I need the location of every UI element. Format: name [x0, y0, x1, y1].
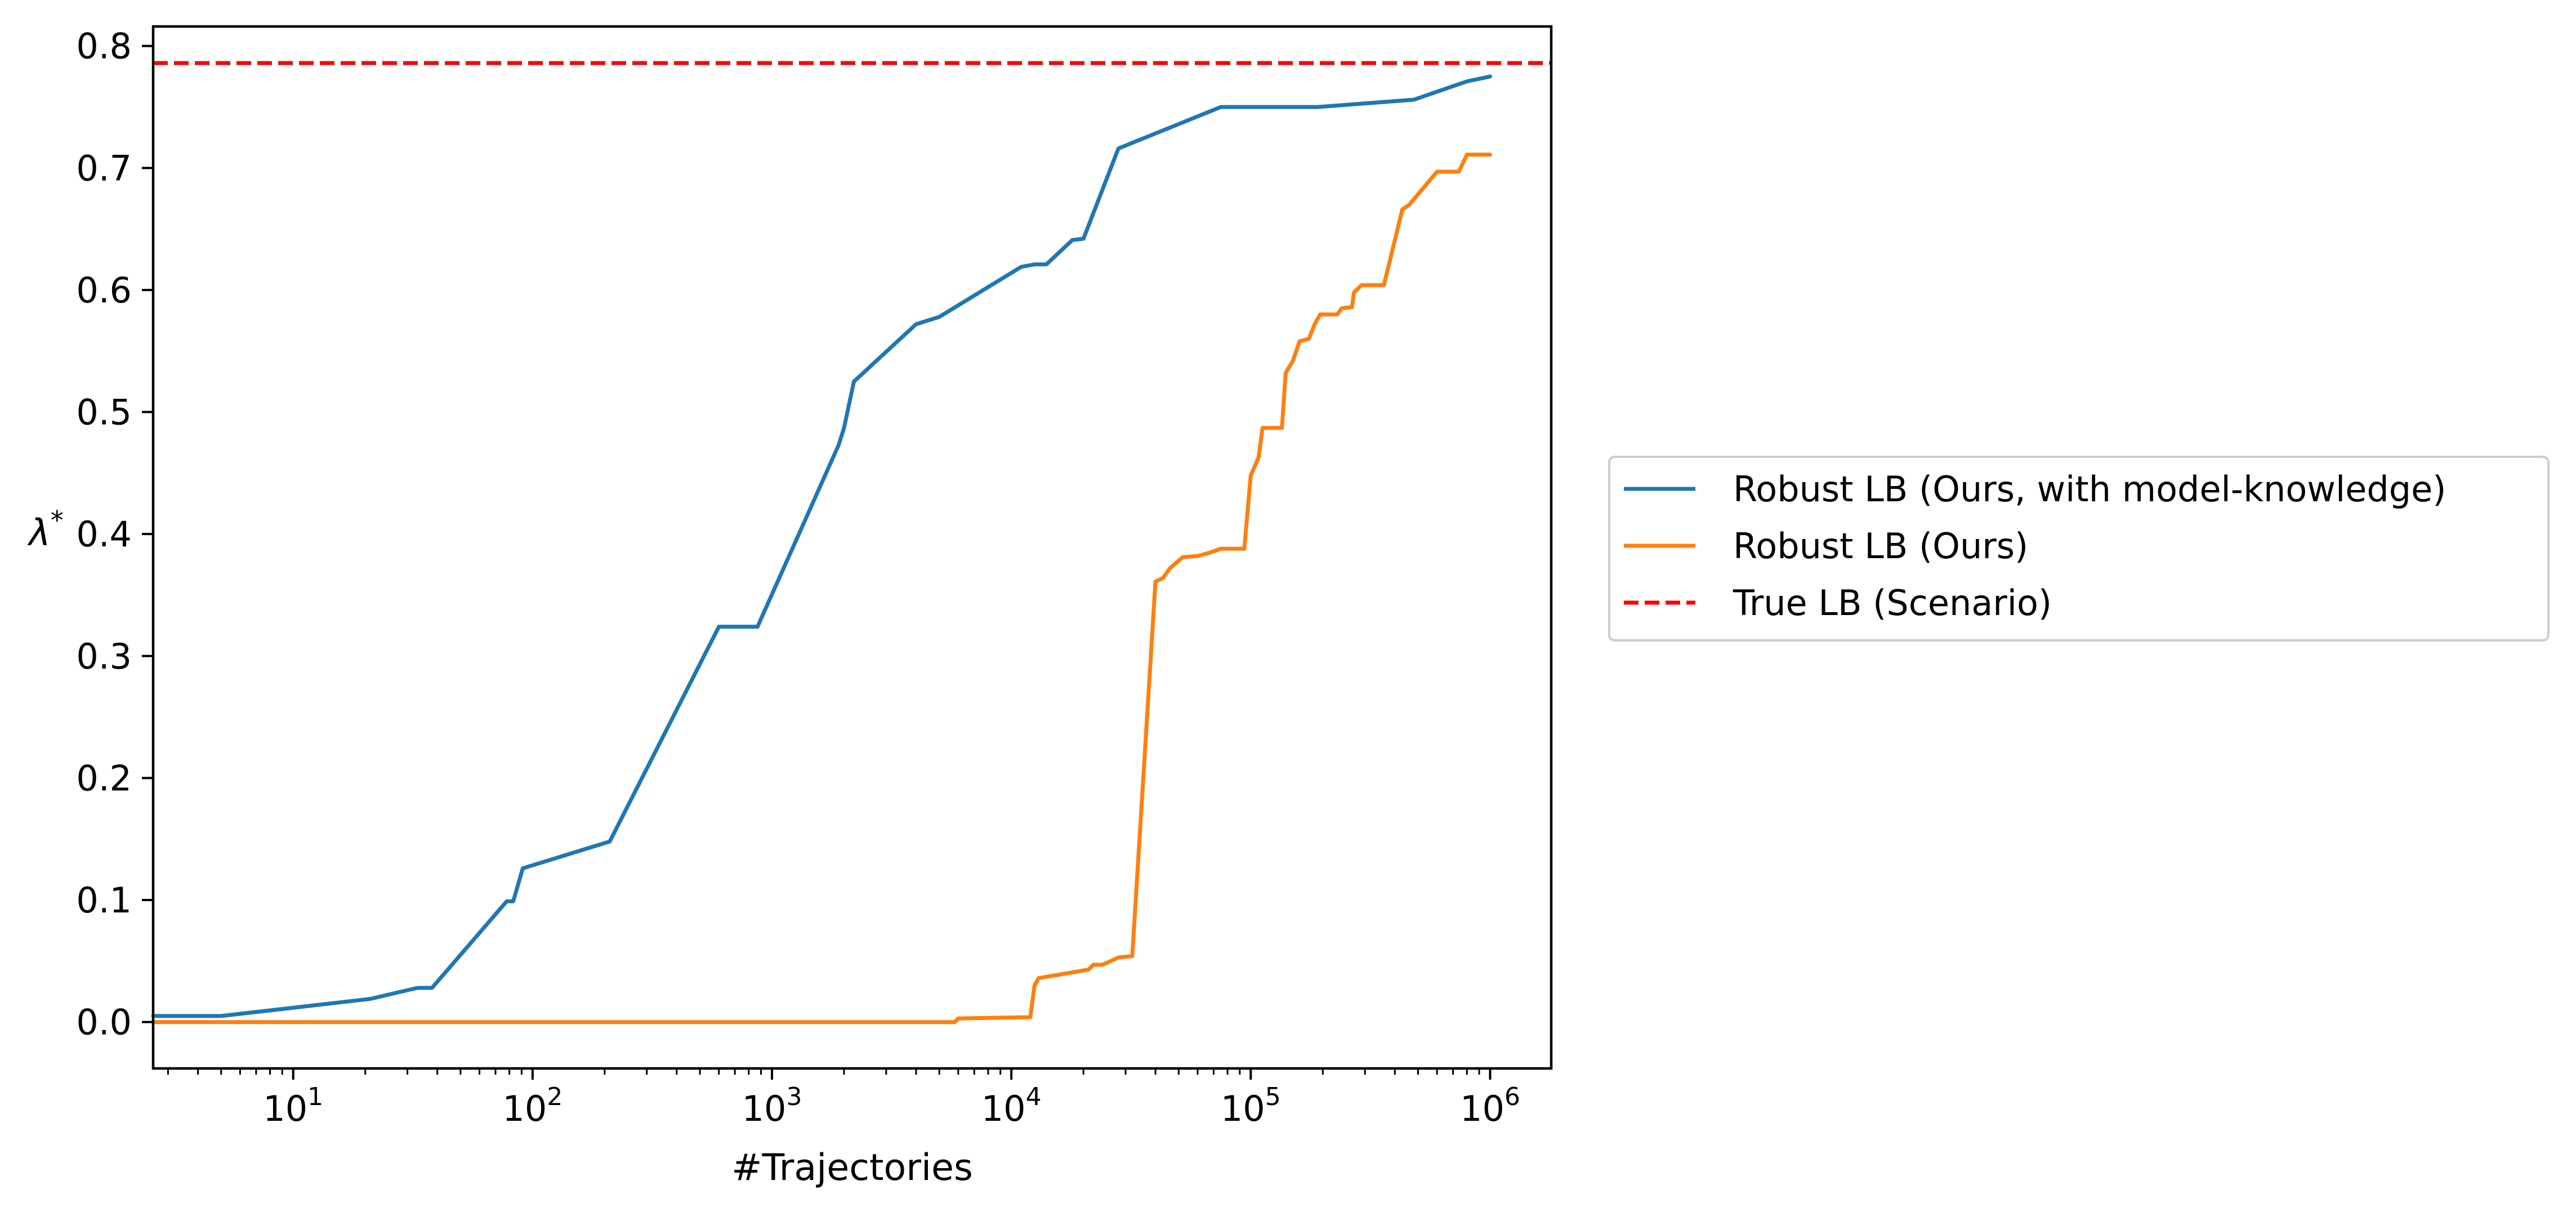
y-tick-label: 0.3	[76, 636, 132, 677]
series-layer	[151, 61, 1551, 1025]
plot-frame	[151, 25, 1553, 1070]
y-axis-label: λ*	[27, 505, 63, 554]
x-tick-label: 103	[742, 1083, 802, 1129]
x-tick-label: 105	[1221, 1083, 1281, 1129]
series-line-1	[151, 74, 1492, 1018]
legend-box	[1608, 456, 2550, 642]
x-tick-label: 102	[502, 1083, 562, 1129]
legend: Robust LB (Ours, with model-knowledge) Ro…	[1608, 456, 2550, 642]
y-axis-label-superscript: *	[51, 505, 64, 536]
y-tick-label: 0.7	[76, 148, 132, 189]
x-tick-label: 101	[263, 1083, 323, 1129]
series-line-2	[151, 153, 1492, 1025]
legend-label-2: Robust LB (Ours)	[1733, 525, 2028, 567]
y-axis-label-symbol: λ	[27, 512, 50, 554]
legend-label-1: Robust LB (Ours, with model-knowledge)	[1733, 469, 2446, 510]
ticks-layer: 0.0 0.1 0.2 0.3 0.4 0.5 0.6 0.7 0.8 101 102 103 104 1…	[76, 26, 1520, 1129]
x-tick-label: 106	[1460, 1083, 1520, 1129]
y-tick-label: 0.6	[76, 270, 132, 311]
y-tick-label: 0.2	[76, 758, 132, 799]
x-axis-label: #Trajectories	[731, 1147, 973, 1189]
y-tick-label: 0.4	[76, 514, 132, 555]
y-tick-label: 0.0	[76, 1002, 132, 1043]
y-tick-label: 0.1	[76, 880, 132, 921]
legend-label-3: True LB (Scenario)	[1733, 582, 2052, 623]
y-tick-label: 0.5	[76, 392, 132, 433]
x-tick-label: 104	[981, 1083, 1042, 1129]
y-tick-label: 0.8	[76, 26, 132, 67]
